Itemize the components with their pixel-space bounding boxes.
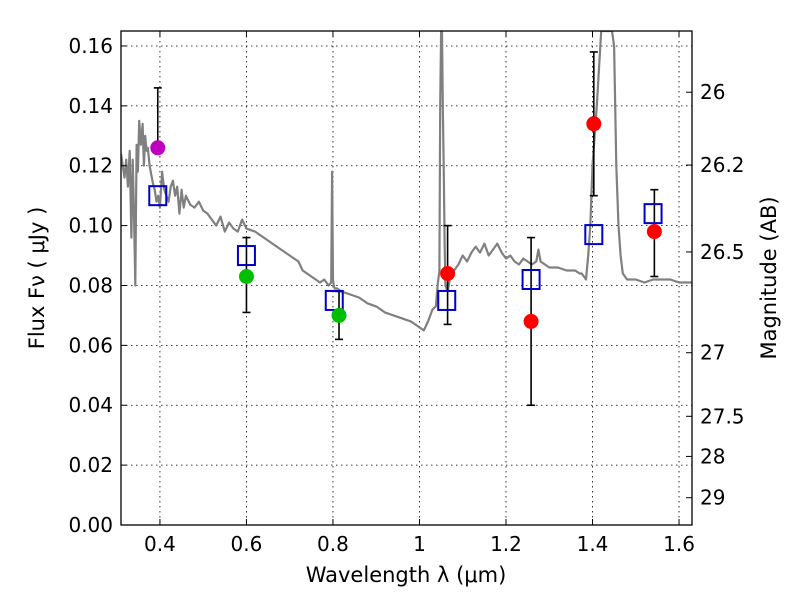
model-photometry-square: [148, 185, 168, 207]
y-tick-label: 0.04: [68, 393, 113, 417]
x-tick-label: 1.6: [663, 532, 695, 556]
x-tick-label: 1: [413, 532, 426, 556]
right-tick-label: 26.5: [700, 240, 745, 264]
observed-flux-point: [331, 307, 347, 323]
observed-flux-point: [150, 140, 166, 156]
observed-flux-point: [586, 116, 602, 132]
model-photometry-square: [437, 289, 457, 311]
y-axis-title: Flux Fν ( μJy ): [25, 207, 49, 350]
model-photometry-square: [584, 224, 604, 246]
observed-flux-point: [238, 269, 254, 285]
right-tick-label: 26.2: [700, 153, 745, 177]
x-tick-label: 0.4: [144, 532, 176, 556]
x-tick-label: 0.6: [231, 532, 263, 556]
y-tick-label: 0.10: [68, 214, 113, 238]
right-tick-label: 28: [700, 444, 725, 468]
y-tick-label: 0.12: [68, 154, 113, 178]
observed-flux-point: [646, 224, 662, 240]
y-tick-label: 0.08: [68, 273, 113, 297]
model-photometry-square: [236, 245, 256, 267]
x-tick-label: 1.2: [490, 532, 522, 556]
data-layer: [121, 31, 692, 332]
right-tick-label: 26: [700, 80, 725, 104]
observed-flux-point: [523, 313, 539, 329]
tick-layer: 0.4 0.6 0.8 1 1.2 1.4 1.6 0.00 0.02 0.04 0.06 0.08 0…: [68, 31, 745, 556]
plot-frame: [120, 30, 693, 526]
right-tick-label: 29: [700, 486, 725, 510]
model-photometry-square: [521, 268, 541, 290]
y-tick-label: 0.16: [68, 34, 113, 58]
y-tick-label: 0.14: [68, 94, 113, 118]
right-tick-label: 27: [700, 341, 725, 365]
y-tick-label: 0.00: [68, 513, 113, 537]
spectrum-line: [121, 31, 692, 332]
plot-background: [121, 31, 692, 525]
x-tick-label: 0.8: [317, 532, 349, 556]
marker-layer: [148, 116, 663, 329]
y-tick-label: 0.02: [68, 453, 113, 477]
y-tick-label: 0.06: [68, 333, 113, 357]
x-tick-label: 1.4: [577, 532, 609, 556]
model-photometry-square: [643, 203, 663, 225]
observed-flux-point: [440, 266, 456, 282]
right-axis-title: Magnitude (AB): [757, 196, 781, 359]
x-axis-title: Wavelength λ (μm): [306, 563, 507, 587]
right-tick-label: 27.5: [700, 404, 745, 428]
